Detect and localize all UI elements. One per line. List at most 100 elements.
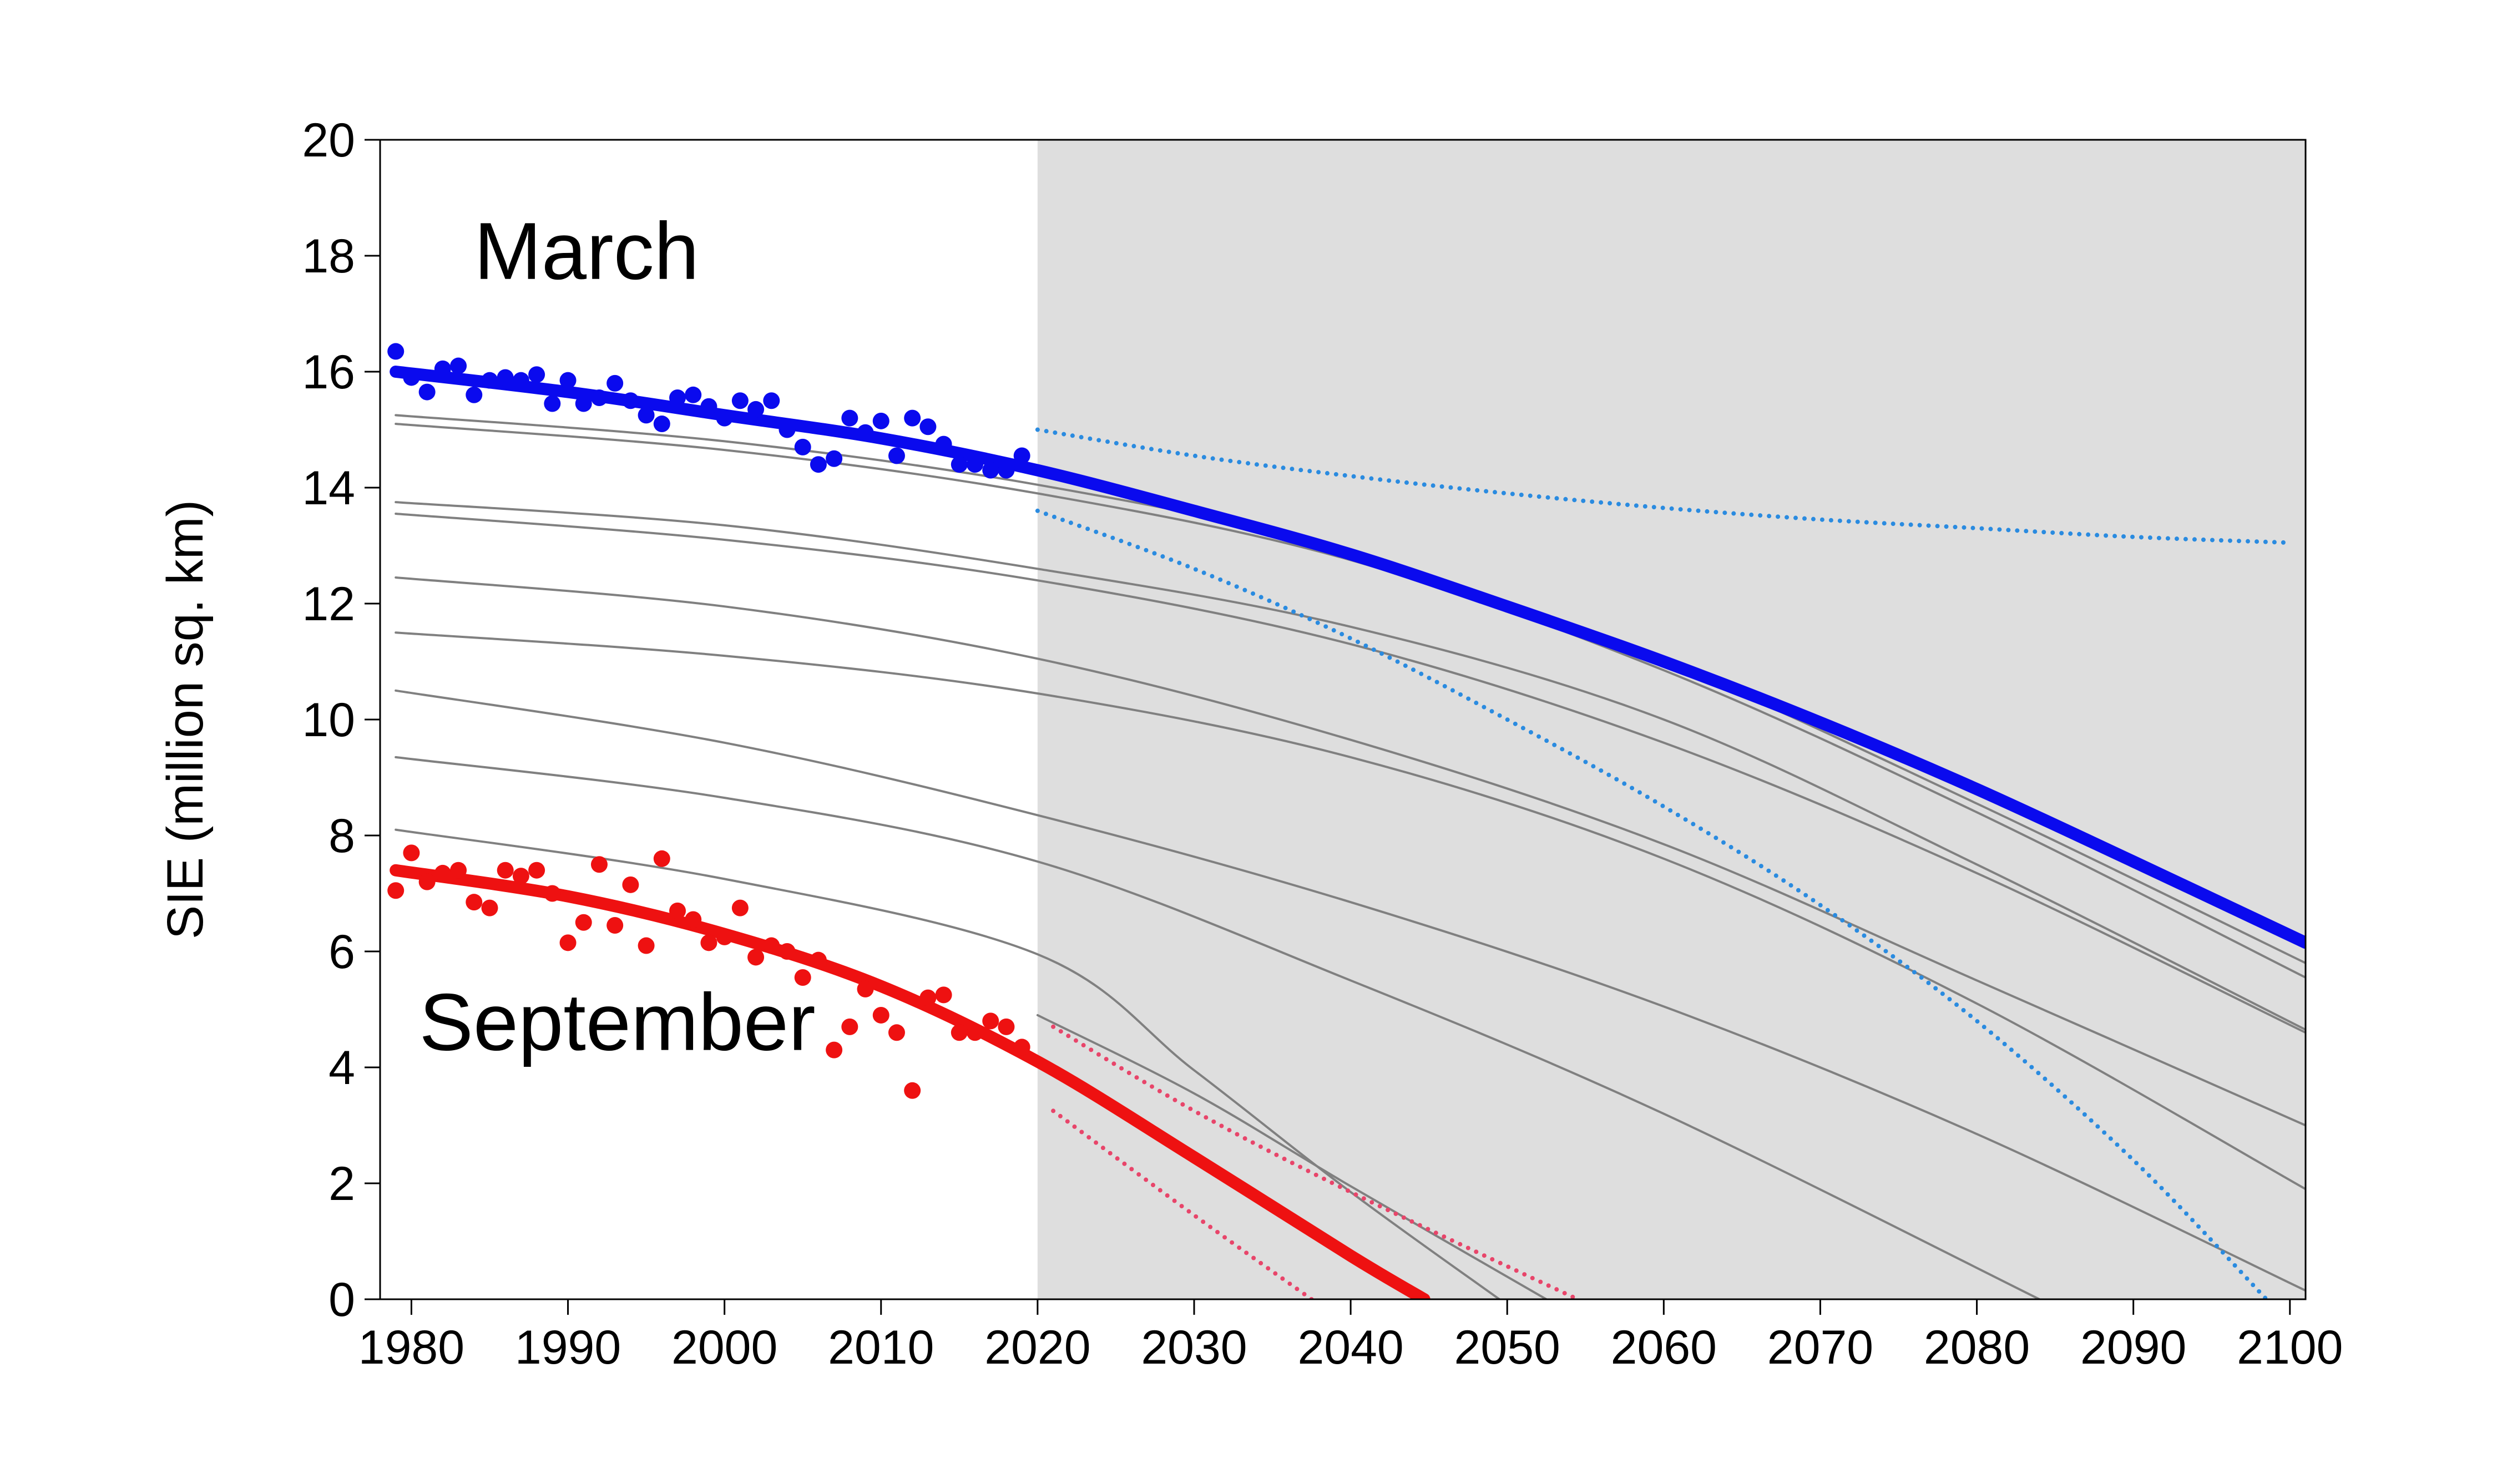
axes-layer: 0 2 4 6 8 10 12 14 16 18 20 1980 1990 2000 2010 2020 203… — [302, 114, 2343, 1374]
september-observation-point — [528, 862, 545, 879]
y-tick-label: 4 — [328, 1041, 355, 1095]
september-observation-point — [872, 1006, 889, 1024]
y-tick-label: 6 — [328, 925, 355, 979]
fit-line-3 — [390, 864, 1431, 1299]
y-tick-label: 18 — [302, 230, 355, 283]
march-observation-point — [497, 369, 514, 386]
september-observation-point — [685, 911, 702, 928]
september-observation-point — [512, 868, 529, 885]
september-observation-point — [481, 899, 498, 916]
march-observation-point — [700, 398, 717, 415]
march-observation-point — [794, 438, 811, 455]
march-observation-point — [779, 421, 796, 438]
september-observation-point — [919, 989, 937, 1006]
annotation-september: September — [419, 977, 816, 1067]
september-observation-point — [951, 1024, 968, 1041]
march-observation-point — [575, 395, 592, 412]
x-tick-label: 2090 — [2080, 1321, 2186, 1374]
projection-shaded-region — [1037, 140, 2306, 1299]
march-observation-point — [888, 447, 905, 464]
september-observation-point — [575, 914, 592, 931]
march-observation-point — [967, 456, 984, 473]
march-observation-point — [622, 392, 639, 409]
september-observation-point — [622, 876, 639, 893]
y-tick-label: 2 — [328, 1157, 355, 1211]
y-tick-label: 0 — [328, 1273, 355, 1326]
march-observation-point — [763, 392, 780, 409]
dotted-projection-line-6 — [1051, 1024, 1580, 1299]
march-observation-point — [857, 424, 874, 441]
september-observation-point — [982, 1012, 999, 1030]
model-projection-line-16 — [395, 828, 1501, 1299]
march-observation-point — [1013, 447, 1030, 464]
annotation-layer: March September — [419, 206, 816, 1067]
y-axis-label: SIE (million sq. km) — [157, 500, 214, 939]
september-observation-point — [700, 934, 717, 951]
march-observation-point — [653, 416, 670, 433]
dotted-projection-line-4 — [1035, 427, 2292, 545]
march-observation-point — [434, 360, 451, 377]
september-observation-point — [606, 916, 624, 934]
march-observation-point — [387, 343, 405, 360]
march-observation-point — [669, 389, 686, 407]
march-observation-point — [418, 383, 436, 401]
march-observation-point — [544, 395, 561, 412]
march-observation-point — [810, 456, 827, 473]
september-observation-point — [731, 899, 749, 916]
march-observation-point — [731, 392, 749, 409]
march-observation-point — [919, 418, 937, 435]
september-observation-point — [544, 885, 561, 902]
march-observation-point — [685, 386, 702, 403]
x-tick-label: 2000 — [671, 1321, 777, 1374]
september-observation-point — [904, 1082, 921, 1099]
september-observation-point — [559, 934, 577, 951]
model-projection-line-11 — [395, 513, 2306, 1034]
y-tick-label: 14 — [302, 462, 355, 515]
dotted-projection-line-7 — [1051, 1108, 1314, 1299]
y-tick-label: 20 — [302, 114, 355, 167]
march-observation-point — [466, 386, 483, 403]
model-projection-line-17 — [1036, 1014, 1548, 1299]
model-projection-line-13 — [395, 631, 2306, 1191]
x-tick-label: 1980 — [358, 1321, 464, 1374]
september-observation-point — [450, 862, 467, 879]
march-observation-point — [512, 372, 529, 389]
x-tick-label: 2070 — [1767, 1321, 1873, 1374]
march-observation-point — [606, 374, 624, 392]
annotation-march: March — [474, 206, 699, 296]
september-observation-point — [826, 1041, 843, 1058]
september-observation-point — [967, 1024, 984, 1041]
march-observation-point — [450, 357, 467, 374]
september-observation-point — [669, 902, 686, 919]
march-observation-point — [559, 372, 577, 389]
x-tick-label: 2030 — [1141, 1321, 1247, 1374]
september-observation-point — [653, 850, 670, 867]
model-projection-line-10 — [395, 501, 2306, 1031]
september-observation-point — [466, 894, 483, 911]
september-observation-point — [935, 986, 952, 1004]
september-observation-point — [747, 949, 765, 966]
september-observation-point — [888, 1024, 905, 1041]
march-observation-point — [951, 456, 968, 473]
x-tick-label: 2010 — [828, 1321, 934, 1374]
september-observation-point — [403, 844, 420, 862]
x-tick-label: 1990 — [515, 1321, 621, 1374]
march-observation-point — [403, 369, 420, 386]
march-observation-point — [716, 409, 733, 427]
march-observation-point — [935, 435, 952, 453]
march-observation-point — [528, 366, 545, 383]
x-tick-label: 2040 — [1297, 1321, 1403, 1374]
march-observation-point — [982, 462, 999, 479]
september-observation-point — [794, 969, 811, 986]
september-observation-point — [857, 980, 874, 997]
march-observation-point — [481, 372, 498, 389]
september-observation-point — [387, 882, 405, 899]
series-layer — [387, 343, 2306, 1299]
x-tick-label: 2080 — [1924, 1321, 2030, 1374]
y-tick-label: 12 — [302, 578, 355, 631]
march-observation-point — [841, 409, 858, 427]
september-observation-point — [810, 951, 827, 969]
march-observation-point — [904, 409, 921, 427]
model-projection-line-12 — [395, 576, 2306, 1127]
